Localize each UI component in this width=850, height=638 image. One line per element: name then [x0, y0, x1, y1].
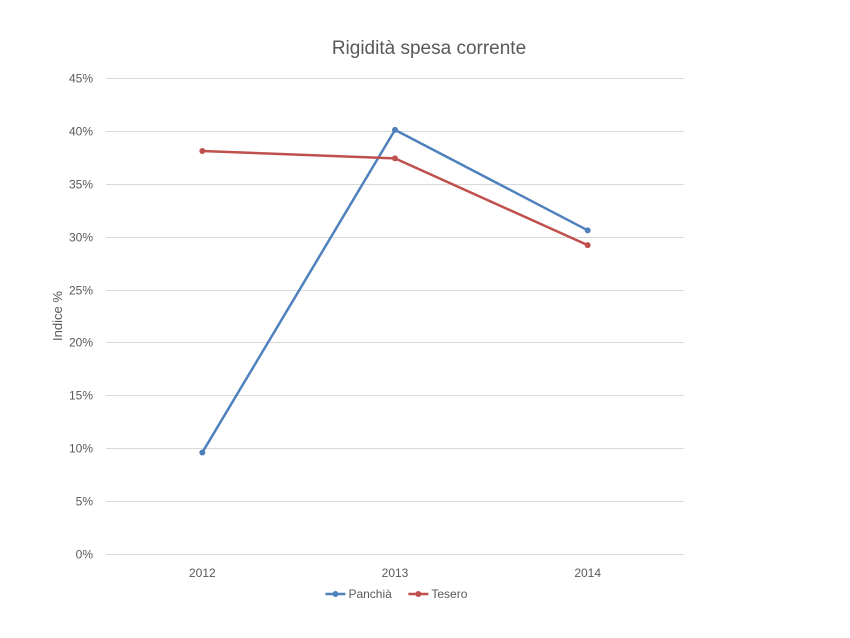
y-tick-label: 45%	[69, 72, 93, 86]
legend-label-panchià: Panchià	[348, 587, 392, 601]
legend: Panchià Tesero	[325, 587, 468, 601]
series-line-tesero	[202, 149, 589, 247]
legend-marker-panchià	[332, 591, 339, 597]
chart-title: Rigidità spesa corrente	[332, 38, 526, 59]
series-group	[199, 126, 591, 456]
series-line-panchià	[201, 128, 589, 454]
y-tick-label: 25%	[69, 284, 93, 298]
x-tick-label-2014: 2014	[574, 566, 601, 580]
y-tick-label: 35%	[69, 178, 93, 192]
x-tick-label-2012: 2012	[189, 566, 216, 580]
y-axis-ticks: 0% 5% 10% 15% 20% 25% 30% 35% 40% 45%	[69, 72, 93, 562]
legend-marker-tesero	[415, 591, 422, 597]
y-tick-label: 15%	[69, 389, 93, 403]
legend-label-tesero: Tesero	[431, 587, 467, 601]
data-point-tesero-2014	[584, 242, 591, 249]
y-tick-label: 40%	[69, 125, 93, 139]
data-point-panchià-2014	[584, 227, 591, 234]
y-tick-label: 30%	[69, 231, 93, 245]
gridlines	[106, 78, 684, 555]
y-tick-label: 5%	[76, 495, 94, 509]
data-point-tesero-2013	[392, 155, 398, 162]
x-axis-ticks: 2012 2013 2014	[189, 566, 601, 580]
y-tick-label: 0%	[76, 548, 94, 562]
data-point-panchià-2012	[199, 449, 206, 456]
data-point-panchià-2013	[392, 126, 398, 133]
y-axis-title: Indice %	[50, 291, 65, 341]
data-point-tesero-2012	[199, 147, 206, 154]
x-tick-label-2013: 2013	[382, 566, 409, 580]
y-tick-label: 20%	[69, 336, 93, 350]
y-tick-label: 10%	[69, 442, 93, 456]
